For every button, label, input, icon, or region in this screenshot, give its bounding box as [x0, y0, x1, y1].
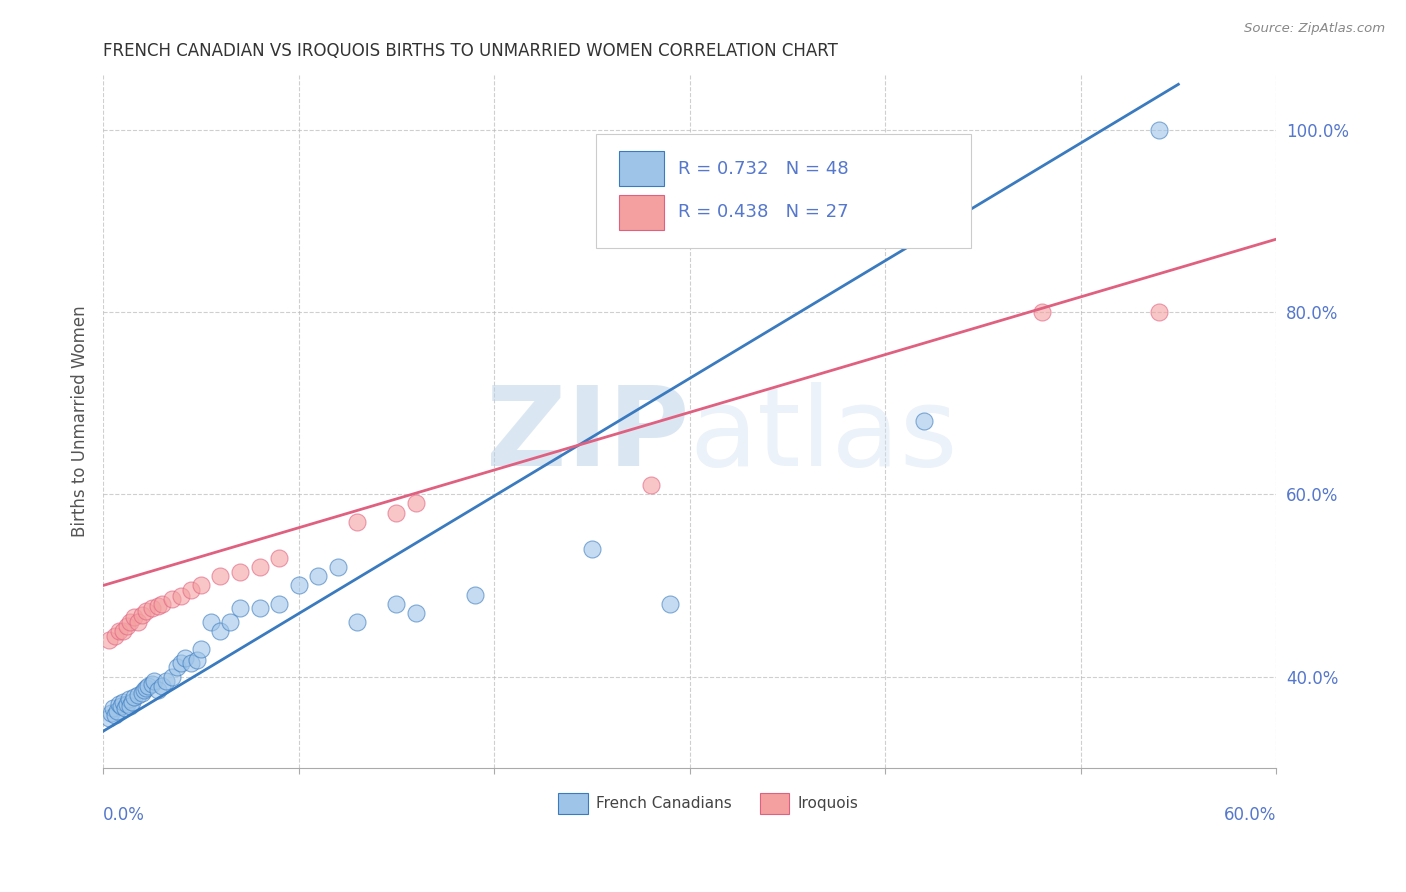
Point: [160, 592, 183, 607]
Point: [131, 686, 153, 700]
Text: FRENCH CANADIAN VS IROQUOIS BIRTHS TO UNMARRIED WOMEN CORRELATION CHART: FRENCH CANADIAN VS IROQUOIS BIRTHS TO UN…: [103, 42, 838, 60]
Point: [1147, 123, 1170, 137]
Point: [1031, 305, 1053, 319]
Point: [174, 651, 197, 665]
Point: [267, 551, 290, 566]
Point: [115, 697, 138, 711]
Point: [104, 707, 127, 722]
Point: [127, 615, 149, 629]
Y-axis label: Births to Unmarried Women: Births to Unmarried Women: [72, 306, 89, 537]
Point: [912, 414, 935, 428]
Point: [405, 496, 427, 510]
Point: [131, 607, 153, 622]
Point: [105, 704, 128, 718]
Point: [107, 624, 129, 638]
Point: [249, 560, 271, 574]
Point: [146, 599, 169, 613]
Point: [141, 601, 163, 615]
Point: [143, 674, 166, 689]
Point: [107, 697, 129, 711]
Point: [326, 560, 349, 574]
Point: [98, 633, 121, 648]
Text: 60.0%: 60.0%: [1223, 805, 1277, 824]
Point: [190, 578, 212, 592]
Point: [190, 642, 212, 657]
Point: [346, 615, 368, 629]
Point: [98, 710, 121, 724]
Point: [104, 629, 127, 643]
Point: [160, 670, 183, 684]
Point: [405, 606, 427, 620]
Point: [134, 683, 156, 698]
Text: ZIP: ZIP: [486, 382, 689, 489]
Bar: [761, 793, 789, 814]
Point: [115, 619, 138, 633]
Point: [136, 679, 159, 693]
Point: [200, 615, 222, 629]
Point: [110, 698, 132, 713]
Point: [166, 660, 188, 674]
Point: [385, 506, 408, 520]
Point: [229, 565, 252, 579]
Point: [100, 706, 122, 720]
Point: [146, 683, 169, 698]
Point: [114, 701, 136, 715]
Point: [180, 656, 202, 670]
Text: Source: ZipAtlas.com: Source: ZipAtlas.com: [1244, 22, 1385, 36]
Point: [640, 478, 662, 492]
Point: [464, 588, 486, 602]
Text: R = 0.732   N = 48: R = 0.732 N = 48: [678, 160, 848, 178]
Point: [124, 610, 146, 624]
Point: [1147, 305, 1170, 319]
Point: [155, 674, 177, 689]
Point: [219, 615, 242, 629]
Point: [267, 597, 290, 611]
Point: [135, 604, 157, 618]
Point: [120, 698, 142, 713]
Point: [101, 701, 124, 715]
Bar: [558, 793, 588, 814]
Text: atlas: atlas: [689, 382, 957, 489]
Point: [150, 597, 173, 611]
Point: [581, 541, 603, 556]
Text: R = 0.438   N = 27: R = 0.438 N = 27: [678, 203, 848, 221]
Point: [249, 601, 271, 615]
Bar: [619, 152, 664, 186]
Point: [117, 692, 139, 706]
Point: [121, 695, 143, 709]
Point: [229, 601, 252, 615]
Point: [385, 597, 408, 611]
Point: [186, 653, 208, 667]
Point: [180, 582, 202, 597]
Point: [141, 677, 163, 691]
Point: [170, 656, 193, 670]
Point: [346, 515, 368, 529]
Point: [111, 624, 134, 638]
Point: [124, 690, 146, 704]
Point: [659, 597, 682, 611]
Point: [120, 615, 142, 629]
Point: [209, 624, 232, 638]
Point: [170, 590, 193, 604]
FancyBboxPatch shape: [596, 134, 972, 248]
Point: [135, 681, 157, 695]
Point: [209, 569, 232, 583]
Point: [287, 578, 309, 592]
Text: 0.0%: 0.0%: [103, 805, 145, 824]
Bar: [619, 195, 664, 229]
Point: [127, 688, 149, 702]
Point: [307, 569, 329, 583]
Point: [111, 695, 134, 709]
Point: [150, 679, 173, 693]
Text: Iroquois: Iroquois: [797, 797, 859, 811]
Text: French Canadians: French Canadians: [596, 797, 731, 811]
